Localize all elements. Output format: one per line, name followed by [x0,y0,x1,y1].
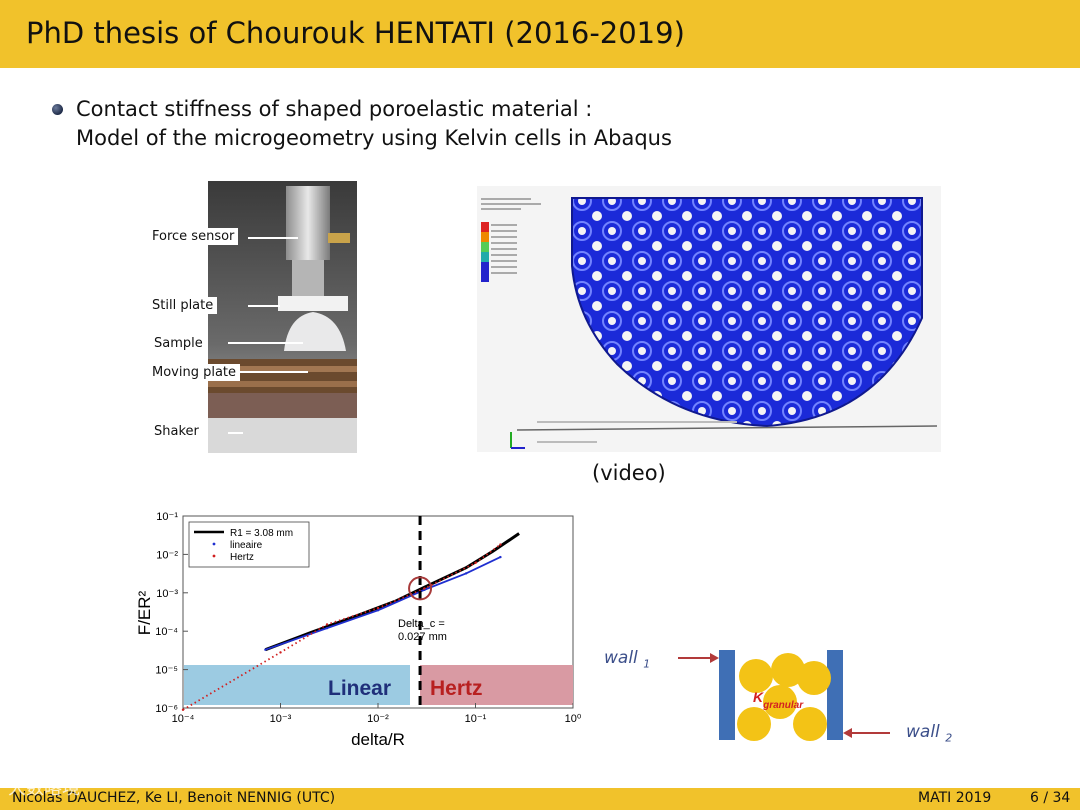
kelvin-cell-lattice [477,186,941,452]
lineaire-point [464,572,468,575]
y-axis-label: F/ER² [135,590,154,635]
simulation-video[interactable] [477,186,941,452]
legend: R1 = 3.08 mm lineaire Hertz [188,521,310,568]
y-tick-label: 10⁻³ [156,588,178,600]
granular-schematic: Kgranular [678,650,890,741]
x-tick-label: 10⁻⁴ [172,713,195,725]
wall-2-label: wall 2 [906,722,953,745]
region-label-linear: Linear [328,677,391,700]
hertz-point [499,543,502,546]
hertz-point [325,623,329,626]
region-hertz [420,665,573,705]
lineaire-point [376,609,380,612]
stiffness-chart: Linear Hertz 10⁻⁴ 10⁻³ 10⁻² 10⁻¹ 10⁰ 10⁻¹ 10⁻²… [135,511,582,749]
transition-circle [408,576,433,601]
hertz-point [181,708,185,711]
bullet-icon [52,104,63,115]
legend-lineaire: lineaire [230,540,263,551]
y-tick-label: 10⁻² [156,549,178,561]
delta-c-value: 0.027 mm [398,631,447,643]
footer-bar: Nicolas DAUCHEZ, Ke LI, Benoit NENNIG (U… [0,788,1080,810]
hertz-point [474,561,477,565]
label-sample: Sample [150,335,207,352]
video-caption: (video) [592,461,666,485]
hertz-point [279,651,282,654]
legend-r1: R1 = 3.08 mm [230,528,293,539]
label-force-sensor: Force sensor [148,228,239,245]
hertz-point [423,587,426,590]
wall-right [827,650,843,740]
particles [737,653,831,741]
region-label-hertz: Hertz [430,677,483,700]
x-axis-label: delta/R [351,730,405,749]
series-lineaire-line [265,556,501,651]
title-bar: PhD thesis of Chourouk HENTATI (2016-201… [0,0,1080,68]
y-tick-label: 10⁻⁶ [155,703,178,715]
wall-left [719,650,735,740]
label-still-plate: Still plate [148,297,218,314]
bullet-line-2: Model of the microgeometry using Kelvin … [76,126,672,150]
label-moving-plate: Moving plate [148,364,241,381]
label-shaker: Shaker [150,423,203,440]
experiment-photo [208,181,357,453]
y-tick-label: 10⁻⁵ [155,665,178,677]
lineaire-point [264,648,267,651]
region-linear [184,665,410,705]
footer-event: MATI 2019 [918,790,992,806]
legend-hertz: Hertz [230,552,254,563]
hertz-point [376,606,380,610]
experiment-photo-drawing [208,181,357,453]
arrow-head-wall-2 [843,728,852,738]
y-tick-label: 10⁻⁴ [155,626,178,638]
lineaire-point [325,626,329,630]
arrow-head-wall-1 [710,653,719,663]
lineaire-point [499,555,502,559]
footer-page-number: 6 / 34 [1030,790,1071,806]
slide-title: PhD thesis of Chourouk HENTATI (2016-201… [26,16,685,50]
k-granular-label: Kgranular [753,689,804,711]
wall-1-label: wall 1 [604,648,651,671]
y-tick-label: 10⁻¹ [156,511,178,523]
delta-c-label: Delta_c = [398,618,445,630]
bullet-line-1: Contact stiffness of shaped poroelastic … [76,97,593,121]
x-tick-label: 10⁰ [565,713,582,725]
x-tick-label: 10⁻³ [270,713,292,725]
watermark: 大数喀境 [8,778,80,799]
x-tick-label: 10⁻² [367,713,389,725]
footer-authors: Nicolas DAUCHEZ, Ke LI, Benoit NENNIG (U… [12,790,336,806]
x-tick-label: 10⁻¹ [465,713,487,725]
